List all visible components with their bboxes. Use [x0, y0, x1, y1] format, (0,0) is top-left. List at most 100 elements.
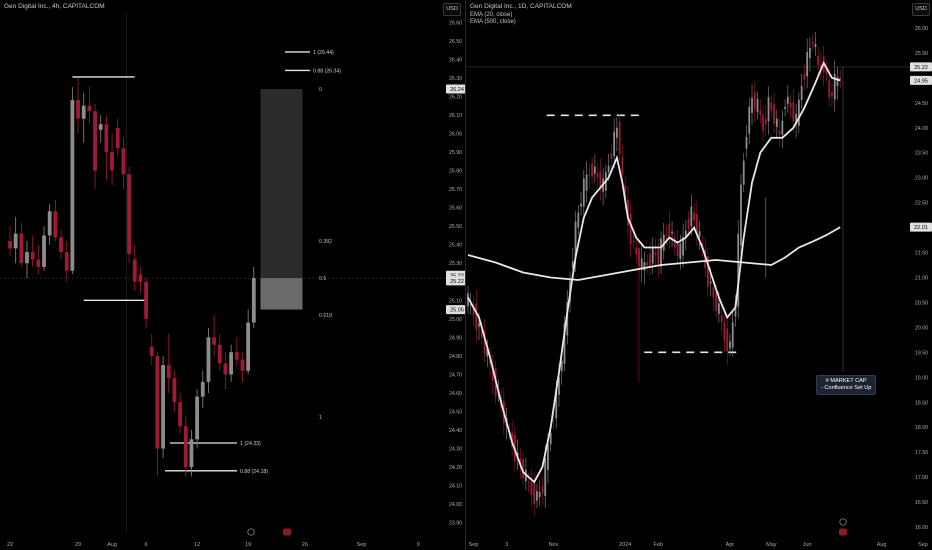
price-bar	[599, 171, 602, 189]
right-chart-svg[interactable]: 26.0025.5025.0024.5024.0023.5023.0022.50…	[466, 0, 932, 550]
price-bar	[737, 233, 740, 307]
candle-body	[110, 152, 114, 171]
candle-body	[70, 100, 75, 271]
right-price-badge-1-bg	[910, 75, 932, 85]
left-price-tick: 24.60	[449, 391, 462, 397]
left-price-badge-2-bg	[446, 276, 466, 286]
left-price-tick: 24.10	[449, 484, 462, 490]
price-bar	[522, 459, 525, 479]
candle-body	[161, 365, 165, 449]
price-bar	[679, 243, 682, 260]
price-bar	[784, 106, 786, 109]
left-price-tick: 26.20	[449, 94, 462, 100]
price-bar	[682, 237, 684, 256]
left-price-tick: 25.80	[449, 169, 462, 175]
fib-zone-0	[260, 88, 303, 279]
right-price-badge-0: 25.22	[914, 65, 928, 71]
fib-target-label-0: 1 (26.44)	[313, 50, 334, 56]
price-bar	[811, 41, 814, 44]
right-price-tick: 24.00	[915, 126, 928, 132]
price-bar	[544, 458, 547, 497]
price-bar	[762, 114, 764, 131]
dividend-icon	[839, 518, 847, 526]
price-bar	[640, 258, 643, 270]
left-price-tick: 25.30	[449, 261, 462, 267]
left-price-tick: 24.30	[449, 447, 462, 453]
pane-divider[interactable]	[465, 0, 466, 550]
price-bar	[555, 388, 558, 419]
left-price-tick: 25.60	[449, 206, 462, 212]
right-currency-button[interactable]: USD	[912, 3, 930, 16]
left-price-tick: 26.60	[449, 20, 462, 26]
price-bar	[591, 163, 593, 177]
price-bar	[786, 96, 789, 104]
right-price-tick: 21.00	[915, 275, 928, 281]
price-bar	[800, 85, 803, 100]
dividend-icon	[247, 528, 255, 536]
fib-target-label-3: 0.88 (24.18)	[240, 469, 268, 475]
price-bar	[704, 249, 707, 269]
candle-body	[81, 105, 86, 119]
candle-body	[223, 363, 228, 375]
right-chart-pane[interactable]: 26.0025.5025.0024.5024.0023.5023.0022.50…	[466, 0, 932, 550]
left-price-tick: 26.40	[449, 57, 462, 63]
fib-level-label-2: 0.5	[319, 276, 326, 282]
right-price-axis-bg	[910, 0, 932, 550]
candle-body	[8, 240, 12, 249]
right-price-badge-0-bg	[910, 62, 932, 72]
candle-body	[229, 352, 234, 375]
price-bar	[483, 331, 486, 354]
left-price-tick: 25.10	[449, 298, 462, 304]
candle-body	[25, 252, 29, 264]
price-bar	[693, 212, 696, 221]
candle-body	[132, 259, 137, 282]
right-price-tick: 18.00	[915, 425, 928, 431]
left-price-tick: 26.50	[449, 39, 462, 45]
left-chart-pane[interactable]: 1 (26.44) 0.88 (26.34) 1 (24.33) 0.88 (24.1…	[0, 0, 466, 550]
price-bar	[706, 256, 709, 287]
price-bar	[778, 130, 781, 135]
candle-body	[240, 359, 245, 371]
price-bar	[726, 328, 729, 352]
legend-ema-20: EMA (20, close)	[470, 12, 513, 18]
candle-body	[172, 378, 177, 403]
price-bar	[469, 304, 472, 306]
left-time-tick: 6	[145, 542, 148, 548]
left-price-badge-3: 25.05	[450, 308, 464, 314]
price-bar	[781, 120, 784, 135]
price-bar	[695, 214, 698, 234]
price-bar	[571, 261, 574, 269]
candle-body	[251, 278, 256, 323]
annotation-note[interactable]: # MARKET CAP - Confluence Set Up	[816, 375, 877, 395]
price-bar	[621, 156, 624, 174]
candle-body	[200, 381, 205, 397]
price-bar	[773, 104, 775, 124]
price-bar	[789, 102, 792, 108]
fib-zone-1	[260, 278, 303, 310]
right-time-tick: May	[766, 542, 777, 548]
price-bar	[745, 136, 748, 149]
price-bar	[643, 262, 646, 271]
price-bar	[577, 212, 580, 228]
price-bar	[624, 185, 627, 200]
left-currency-button[interactable]: USD	[443, 3, 461, 16]
price-bar	[792, 101, 795, 122]
earnings-flag-icon	[839, 528, 847, 536]
left-time-tick: 29	[75, 542, 81, 548]
right-price-tick: 23.00	[915, 176, 928, 182]
right-price-tick: 26.00	[915, 26, 928, 32]
price-bar	[671, 231, 673, 234]
left-chart-svg[interactable]: 1 (26.44) 0.88 (26.34) 1 (24.33) 0.88 (24.1…	[0, 0, 466, 550]
candle-body	[234, 352, 239, 360]
price-bar	[472, 304, 475, 316]
price-bar	[709, 281, 712, 284]
price-bar	[662, 234, 665, 251]
price-bar	[806, 51, 809, 77]
price-bar	[803, 73, 806, 80]
price-bar	[825, 68, 828, 75]
candle-body	[47, 211, 52, 236]
left-price-tick: 23.90	[449, 521, 462, 527]
price-bar	[668, 223, 671, 237]
right-price-tick: 16.00	[915, 525, 928, 531]
price-bar	[596, 172, 599, 178]
